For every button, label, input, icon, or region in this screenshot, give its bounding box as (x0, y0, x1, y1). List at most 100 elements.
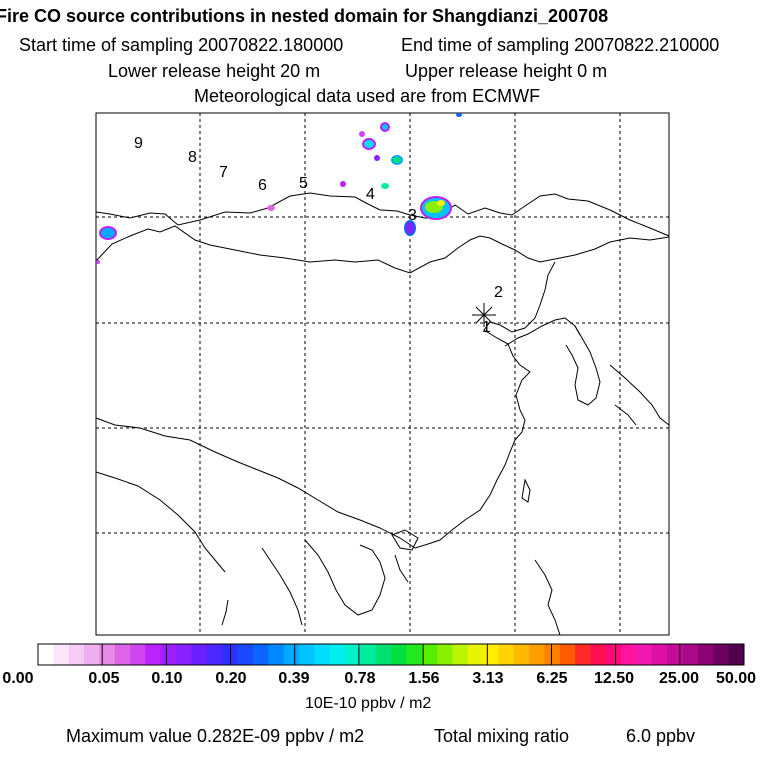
colorbar-cell (697, 644, 714, 665)
upper-release-height: Upper release height 0 m (405, 61, 608, 81)
concentration-spot (404, 220, 416, 236)
colorbar-cell (268, 644, 285, 665)
colorbar-tick: 6.25 (536, 670, 568, 687)
hainan-island (391, 529, 419, 551)
small-island (221, 599, 229, 626)
end-time: End time of sampling 20070822.210000 (401, 35, 720, 55)
southeast-asia-coast (261, 539, 409, 626)
trajectory-label: 5 (299, 175, 308, 192)
colorbar-cell (160, 644, 177, 665)
colorbar-cell (483, 644, 499, 665)
concentration-spot (456, 113, 462, 117)
colorbar-cell (406, 644, 423, 665)
colorbar-cell (452, 644, 469, 665)
colorbar-tick: 0.00 (2, 670, 34, 687)
concentration-spot (267, 205, 275, 211)
colorbar-cell (467, 644, 484, 665)
colorbar-tick: 0.78 (344, 670, 376, 687)
total-mixing-ratio-label: Total mixing ratio (434, 726, 570, 746)
colorbar-cell (99, 644, 116, 665)
trajectory-label: 4 (366, 186, 375, 203)
colorbar-cells (38, 644, 745, 665)
colorbar-cell (38, 644, 54, 665)
lower-release-height: Lower release height 20 m (108, 61, 321, 81)
receptor-marker (472, 303, 496, 327)
concentration-spot (96, 260, 100, 264)
colorbar-cell (375, 644, 392, 665)
map-title: Fire CO source contributions in nested d… (0, 6, 609, 26)
concentration-spot (391, 155, 403, 165)
concentration-spot (362, 138, 376, 150)
colorbar-cell (298, 644, 315, 665)
colorbar-cell (651, 644, 668, 665)
taiwan-philippines (521, 478, 561, 636)
colorbar-cell (575, 644, 592, 665)
colorbar-cell (421, 644, 438, 665)
trajectory-label: 9 (134, 135, 143, 152)
colorbar-cell (437, 644, 453, 665)
china-mongolia-border (95, 225, 670, 274)
mongolia-russia-border (95, 192, 670, 237)
max-value: Maximum value 0.282E-09 ppbv / m2 (66, 726, 365, 746)
colorbar-cell (53, 644, 70, 665)
sampling-times: Start time of sampling 20070822.180000 E… (19, 35, 768, 56)
concentration-spot (374, 155, 380, 161)
colorbar-cell (621, 644, 638, 665)
colorbar-unit: 10E-10 ppbv / m2 (305, 695, 432, 712)
trajectory-label: 2 (494, 284, 503, 301)
trajectory-label: 1 (482, 319, 491, 336)
colorbar-cell (329, 644, 346, 665)
colorbar-cell (544, 644, 561, 665)
start-time: Start time of sampling 20070822.180000 (19, 35, 344, 55)
korea-peninsula (565, 325, 601, 406)
colorbar-cell (682, 644, 699, 665)
colorbar-cell (176, 644, 192, 665)
china-southwest-border (95, 417, 416, 549)
colorbar-tick: 3.13 (472, 670, 504, 687)
concentration-spots (96, 113, 462, 264)
colorbar-cell (498, 644, 515, 665)
india-coast (95, 471, 226, 573)
japan-coast (609, 364, 670, 426)
concentration-spot (381, 183, 389, 189)
colorbar-cell (590, 644, 607, 665)
release-heights: Lower release height 20 m Upper release … (108, 61, 768, 82)
trajectory-labels: 9 8 7 6 5 4 3 2 1 (134, 135, 503, 336)
colorbar-cell (559, 644, 576, 665)
colorbar-tick: 0.39 (278, 670, 310, 687)
colorbar-tick: 25.00 (658, 670, 700, 687)
bohai-coast (504, 317, 581, 347)
footer: Maximum value 0.282E-09 ppbv / m2 Total … (66, 726, 695, 747)
colorbar-frame (37, 643, 745, 666)
concentration-spot (340, 181, 346, 187)
colorbar-tick: 0.20 (215, 670, 247, 687)
concentration-spot (380, 122, 390, 132)
colorbar-cell (237, 644, 254, 665)
colorbar-cell (206, 644, 223, 665)
colorbar-cell (728, 644, 745, 665)
coastlines-borders (95, 192, 670, 636)
colorbar-cell (114, 644, 131, 665)
colorbar-cell (667, 644, 684, 665)
colorbar-tick: 1.56 (408, 670, 440, 687)
colorbar-cell (130, 644, 146, 665)
trajectory-label: 6 (258, 177, 267, 194)
trajectory-label: 7 (219, 164, 228, 181)
trajectory-label: 3 (408, 207, 417, 224)
trajectory-label: 8 (188, 149, 197, 166)
colorbar-cell (344, 644, 361, 665)
colorbar-cell (314, 644, 331, 665)
colorbar-cell (605, 644, 622, 665)
colorbar-cell (252, 644, 269, 665)
concentration-spot (99, 226, 117, 240)
colorbar-cell (68, 644, 85, 665)
met-source: Meteorological data used are from ECMWF (194, 86, 541, 106)
east-coast (414, 261, 556, 549)
concentration-spot (437, 200, 445, 206)
total-mixing-ratio-value: 6.0 ppbv (626, 726, 696, 746)
colorbar-cell (713, 644, 730, 665)
colorbar-cell (84, 644, 100, 665)
colorbar-cell (145, 644, 162, 665)
